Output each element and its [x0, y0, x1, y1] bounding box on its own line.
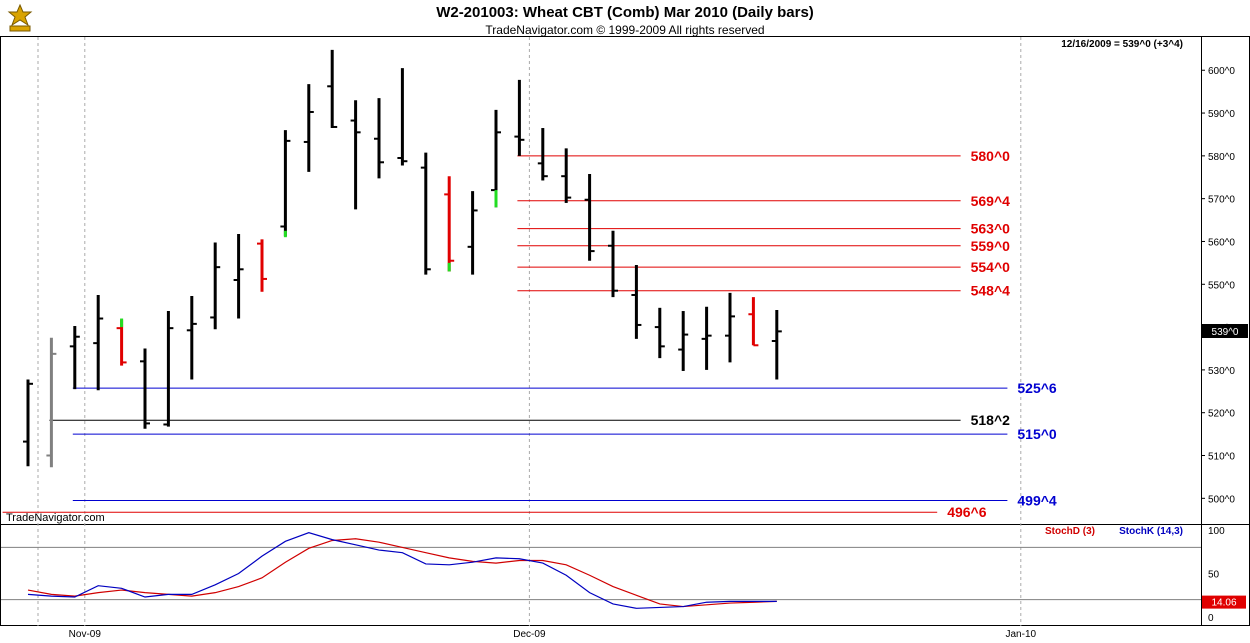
level-label: 518^2 — [971, 412, 1011, 428]
ohlc-bar — [280, 130, 291, 237]
ohlc-bar — [69, 326, 80, 390]
x-tick-label: Nov-09 — [69, 629, 102, 640]
ohlc-bar — [23, 379, 33, 467]
level-label: 580^0 — [971, 148, 1011, 164]
ohlc-bar — [420, 152, 431, 275]
ohlc-bar — [163, 311, 174, 427]
ohlc-bar — [140, 348, 150, 429]
ohlc-bar — [467, 191, 478, 275]
level-label: 525^6 — [1017, 380, 1057, 396]
y-tick-label: 570^0 — [1208, 195, 1235, 206]
ohlc-bar — [210, 242, 221, 330]
y-tick-label: 550^0 — [1208, 280, 1235, 291]
ohlc-bar — [444, 176, 455, 272]
level-label: 499^4 — [1017, 492, 1057, 508]
tradenavigator-logo-icon — [4, 3, 36, 34]
ohlc-bar — [233, 233, 244, 319]
ohlc-bar — [303, 84, 314, 172]
level-label: 569^4 — [971, 193, 1011, 209]
ohlc-bar — [374, 98, 384, 179]
ohlc-bar — [748, 297, 759, 347]
last-quote-readout: 12/16/2009 = 539^0 (+3^4) — [1061, 39, 1183, 50]
ohlc-bar — [701, 306, 712, 370]
date-axis: Nov-09 Dec-09 Jan-10 — [69, 629, 1037, 640]
x-tick-label: Jan-10 — [1006, 629, 1037, 640]
chart-title: W2-201003: Wheat CBT (Comb) Mar 2010 (Da… — [436, 4, 814, 21]
y-tick-label: 530^0 — [1208, 366, 1235, 377]
ohlc-bar — [327, 49, 338, 129]
price-bars — [23, 49, 782, 468]
ohlc-bar — [397, 68, 408, 166]
ohlc-bar — [186, 296, 197, 380]
copyright-subtitle: TradeNavigator.com © 1999-2009 All right… — [485, 23, 765, 37]
ohlc-bar — [584, 174, 595, 261]
y-tick-label: 510^0 — [1208, 452, 1235, 463]
ohlc-bar — [771, 309, 782, 380]
level-label: 563^0 — [971, 221, 1011, 237]
ohlc-bar — [561, 148, 572, 203]
ohlc-bar — [631, 265, 642, 339]
y-tick-label: 590^0 — [1208, 109, 1235, 120]
stoch-value-tag — [1202, 595, 1246, 609]
y-tick-label: 580^0 — [1208, 152, 1235, 163]
stochastic-panel: 0 50 100 StochK (14,3) StochD (3) 14.06 — [1, 526, 1246, 624]
level-label: 515^0 — [1017, 426, 1057, 442]
gridlines — [37, 37, 1022, 626]
y-tick-label: 500^0 — [1208, 494, 1235, 505]
price-axis: 500^0510^0520^0530^0540^0550^0560^0570^0… — [1201, 66, 1235, 505]
svg-text:539^0: 539^0 — [1212, 327, 1239, 338]
stoch-value-label: 14.06 — [1211, 598, 1236, 609]
y-tick-label: 520^0 — [1208, 409, 1235, 420]
level-label: 559^0 — [971, 238, 1011, 254]
ohlc-bar — [725, 292, 735, 363]
y-tick-label: 600^0 — [1208, 66, 1235, 77]
ohlc-bar — [257, 239, 267, 292]
stoch-panel-frame — [0, 524, 1250, 626]
ohlc-bar — [514, 79, 525, 156]
ohlc-bar — [116, 319, 127, 366]
ohlc-bar — [654, 307, 665, 359]
ohlc-bar — [608, 230, 618, 298]
watermark-text: TradeNavigator.com — [6, 512, 105, 524]
x-tick-label: Dec-09 — [513, 629, 546, 640]
ohlc-bar — [46, 337, 57, 468]
stoch-series-line — [27, 538, 777, 608]
current-price-tag: 539^0 — [1202, 324, 1248, 338]
stoch-tick-label: 100 — [1208, 526, 1225, 537]
stoch-series-line — [27, 532, 777, 609]
stoch-legend-entry: StochD (3) — [1045, 526, 1095, 537]
ohlc-bar — [678, 311, 689, 371]
stoch-tick-label: 0 — [1208, 613, 1214, 624]
ohlc-bar — [350, 100, 361, 210]
level-label: 496^6 — [947, 504, 987, 520]
level-label: 548^4 — [971, 283, 1011, 299]
stoch-legend-entry: StochK (14,3) — [1119, 526, 1183, 537]
ohlc-bar — [537, 128, 548, 181]
ohlc-bar — [93, 294, 104, 391]
stoch-tick-label: 50 — [1208, 570, 1220, 581]
level-label: 554^0 — [971, 259, 1011, 275]
price-panel-frame — [0, 36, 1250, 525]
y-tick-label: 560^0 — [1208, 237, 1235, 248]
